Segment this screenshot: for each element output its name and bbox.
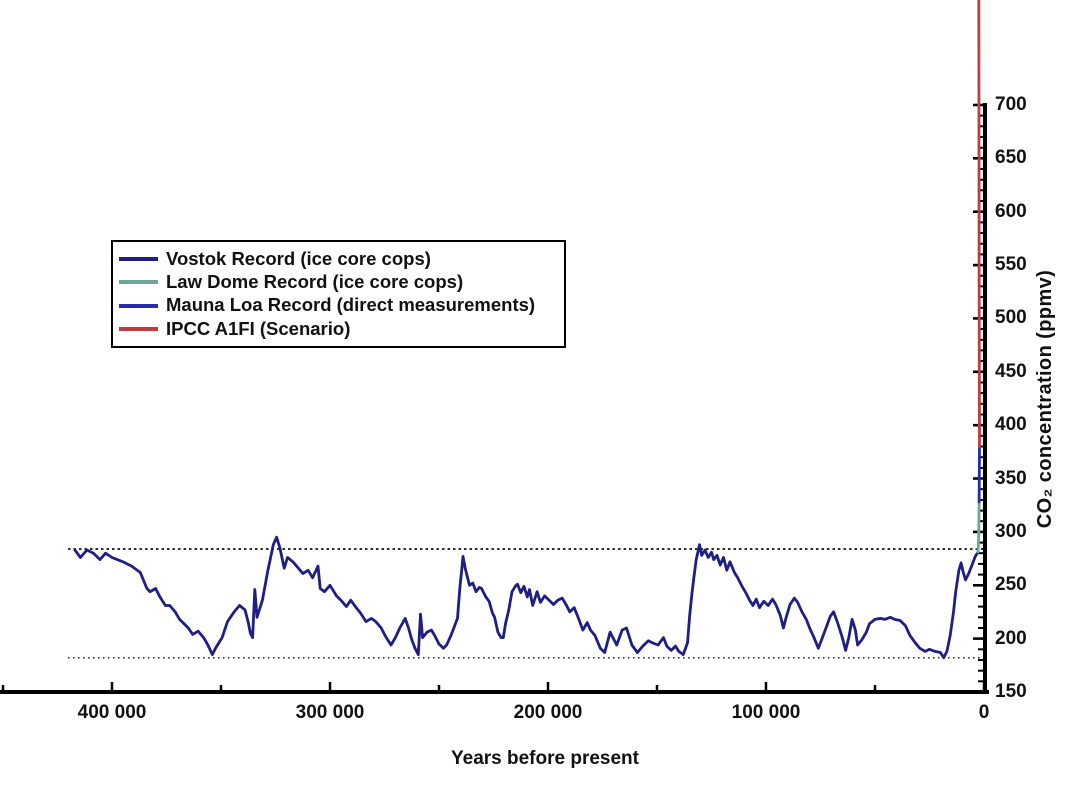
legend-box: Vostok Record (ice core cops) Law Dome R… [111, 240, 566, 348]
x-tick-label-200000: 200 000 [513, 702, 583, 723]
legend-swatch-mauna-loa-line [119, 303, 158, 308]
x-axis-title: Years before present [451, 748, 639, 769]
legend-label-ipcc: IPCC A1FI (Scenario) [166, 317, 351, 339]
x-tick-label-400000: 400 000 [77, 702, 147, 723]
legend-label-vostok: Vostok Record (ice core cops) [166, 247, 431, 269]
legend-item-vostok: Vostok Record (ice core cops) [119, 247, 560, 269]
y-tick-label-550: 550 [995, 254, 1027, 275]
legend-item-ipcc: IPCC A1FI (Scenario) [119, 317, 560, 339]
legend-swatch-law-dome-line [119, 280, 158, 285]
y-tick-label-150: 150 [995, 681, 1027, 702]
legend-item-law-dome: Law Dome Record (ice core cops) [119, 273, 560, 292]
y-tick-label-650: 650 [995, 147, 1027, 168]
y-tick-label-250: 250 [995, 574, 1027, 595]
legend-swatch-vostok-line [119, 257, 158, 262]
y-tick-label-400: 400 [995, 414, 1027, 435]
y-tick-label-600: 600 [995, 201, 1027, 222]
y-tick-label-500: 500 [995, 307, 1027, 328]
x-tick-label-0: 0 [978, 702, 990, 723]
y-tick-label-350: 350 [995, 468, 1027, 489]
y-tick-label-450: 450 [995, 361, 1027, 382]
x-tick-label-100000: 100 000 [731, 702, 801, 723]
y-tick-label-700: 700 [995, 94, 1027, 115]
legend-item-mauna-loa: Mauna Loa Record (direct measurements) [119, 296, 560, 315]
legend-label-law-dome: Law Dome Record (ice core cops) [166, 271, 464, 293]
legend-swatch-ipcc-line [119, 326, 158, 331]
x-tick-label-300000: 300 000 [295, 702, 365, 723]
y-tick-label-300: 300 [995, 521, 1027, 542]
legend-label-mauna-loa: Mauna Loa Record (direct measurements) [166, 294, 536, 316]
y-tick-label-200: 200 [995, 628, 1027, 649]
